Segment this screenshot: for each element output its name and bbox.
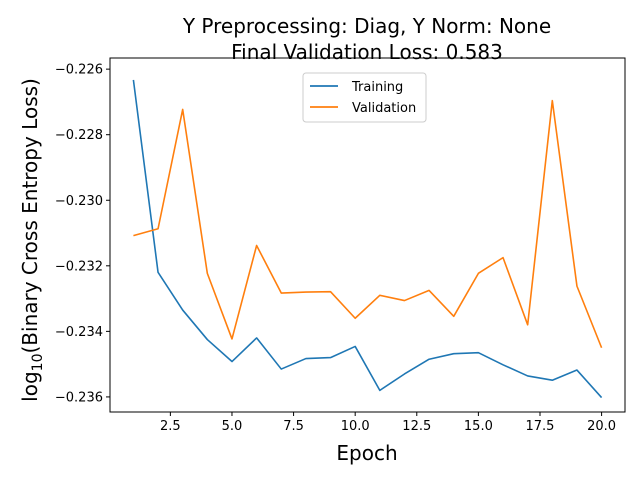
y-axis-label-rest: (Binary Cross Entropy Loss) [18,78,42,353]
chart-title-line2: Final Validation Loss: 0.583 [231,40,503,64]
chart-title-line1: Y Preprocessing: Diag, Y Norm: None [182,14,551,38]
series-line-validation [133,99,603,349]
x-axis-ticks: 2.5 5.0 7.5 10.0 12.5 15.0 17.5 20.0 [160,412,616,434]
y-axis-ticks: −0.226 −0.228 −0.230 −0.232 −0.234 −0.236 [55,63,110,405]
legend: Training Validation [302,72,427,123]
x-tick-label: 2.5 [160,419,181,434]
y-tick-label: −0.236 [55,390,103,405]
y-tick-label: −0.230 [55,194,103,209]
plot-lines [132,79,603,399]
x-tick-label: 20.0 [587,419,616,434]
y-tick-label: −0.234 [55,325,103,340]
legend-label-validation: Validation [352,101,416,116]
y-tick-label: −0.232 [55,259,103,274]
x-tick-label: 10.0 [341,419,370,434]
y-axis-label-log: log [18,371,42,402]
x-tick-label: 17.5 [526,419,555,434]
x-tick-label: 5.0 [222,419,243,434]
series-line-training [132,79,603,399]
x-tick-label: 15.0 [464,419,493,434]
plot-frame [109,57,626,413]
y-tick-label: −0.226 [55,63,103,78]
y-axis-label: log10(Binary Cross Entropy Loss) [18,78,46,402]
y-axis-label-subscript: 10 [30,354,46,372]
x-axis-label: Epoch [336,441,397,465]
x-tick-label: 12.5 [402,419,431,434]
y-tick-label: −0.228 [55,128,103,143]
legend-label-training: Training [351,80,403,95]
x-tick-label: 7.5 [283,419,304,434]
